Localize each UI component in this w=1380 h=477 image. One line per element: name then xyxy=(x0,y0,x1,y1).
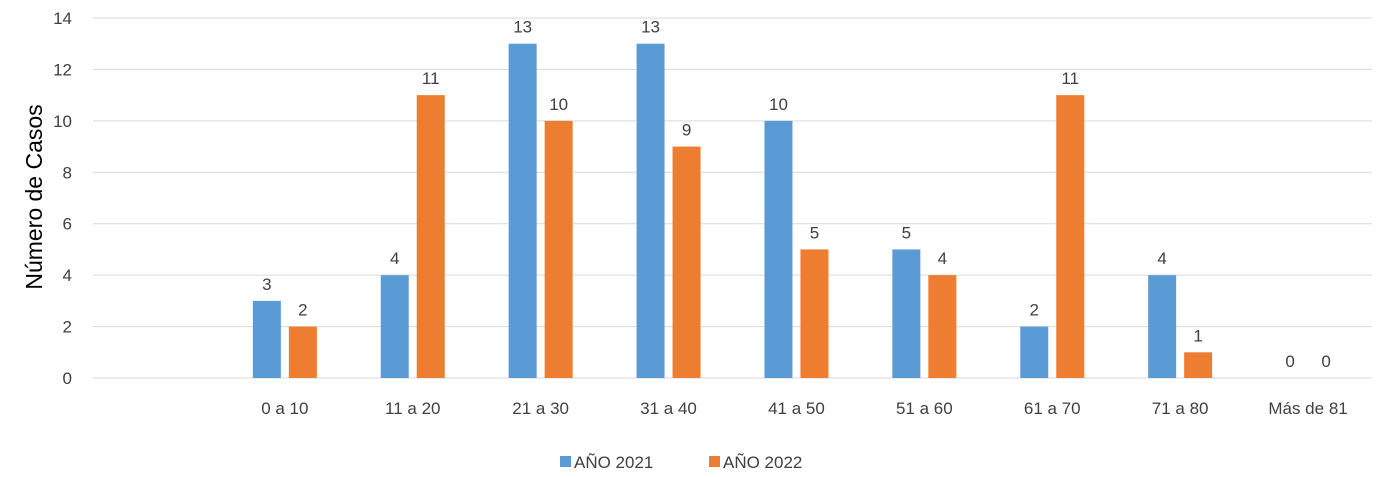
data-label: 11 xyxy=(1061,69,1079,88)
data-label: 5 xyxy=(810,223,819,242)
x-tick-label: 71 a 80 xyxy=(1152,399,1209,418)
bar-2-1 xyxy=(288,326,317,378)
data-label: 5 xyxy=(902,223,911,242)
data-label: 13 xyxy=(641,18,660,37)
bar-1-7 xyxy=(1020,326,1049,378)
bar-2-4 xyxy=(672,146,701,378)
bar-2-3 xyxy=(544,120,573,378)
data-label: 4 xyxy=(938,249,947,268)
y-axis-title: Número de Casos xyxy=(21,104,47,289)
legend-swatch xyxy=(709,456,720,467)
bar-1-3 xyxy=(508,43,537,378)
bars xyxy=(252,43,1213,379)
data-label: 13 xyxy=(513,18,532,37)
data-label: 10 xyxy=(549,95,568,114)
y-tick-label: 0 xyxy=(63,369,72,388)
gridlines xyxy=(93,17,1372,379)
x-tick-label: 11 a 20 xyxy=(385,399,440,418)
bar-1-8 xyxy=(1148,275,1177,378)
data-label: 0 xyxy=(1285,352,1294,371)
x-tick-label: 51 a 60 xyxy=(896,399,953,418)
y-tick-label: 2 xyxy=(63,318,72,337)
x-tick-label: 0 a 10 xyxy=(261,399,308,418)
legend: AÑO 2021 AÑO 2022 xyxy=(560,453,802,472)
x-tick-label: 31 a 40 xyxy=(640,399,697,418)
bar-1-2 xyxy=(380,275,409,378)
data-label: 2 xyxy=(1030,301,1039,320)
bar-1-6 xyxy=(892,249,921,378)
x-tick-label: Más de 81 xyxy=(1268,399,1347,418)
y-tick-label: 6 xyxy=(63,215,72,234)
bar-1-4 xyxy=(636,43,665,378)
legend-swatch xyxy=(560,456,571,467)
bar-2-5 xyxy=(800,249,829,378)
y-tick-label: 10 xyxy=(53,112,72,131)
bar-2-6 xyxy=(928,275,957,378)
y-tick-label: 12 xyxy=(53,60,72,79)
x-axis-ticks: 0 a 10 11 a 20 21 a 30 31 a 40 41 a 50 51 a 6… xyxy=(261,399,1348,418)
data-label: 4 xyxy=(390,249,399,268)
data-label: 3 xyxy=(262,275,271,294)
bar-2-8 xyxy=(1184,352,1213,378)
x-tick-label: 41 a 50 xyxy=(768,399,825,418)
legend-label: AÑO 2022 xyxy=(723,453,802,472)
x-tick-label: 61 a 70 xyxy=(1024,399,1081,418)
data-label: 11 xyxy=(422,69,440,88)
y-tick-label: 14 xyxy=(53,9,72,28)
x-tick-label: 21 a 30 xyxy=(512,399,569,418)
data-label: 2 xyxy=(298,301,307,320)
y-tick-label: 4 xyxy=(63,266,72,285)
bar-2-7 xyxy=(1056,95,1085,379)
y-axis-ticks: 0 2 4 6 8 10 12 14 xyxy=(53,9,72,388)
data-label: 9 xyxy=(682,121,691,140)
data-label: 4 xyxy=(1157,249,1166,268)
bar-2-2 xyxy=(416,95,445,379)
bar-1-1 xyxy=(252,300,281,378)
data-label: 1 xyxy=(1193,326,1202,345)
legend-label: AÑO 2021 xyxy=(574,453,653,472)
data-label: 10 xyxy=(769,95,788,114)
bar-1-5 xyxy=(764,120,793,378)
data-label: 0 xyxy=(1321,352,1330,371)
y-tick-label: 8 xyxy=(63,163,72,182)
